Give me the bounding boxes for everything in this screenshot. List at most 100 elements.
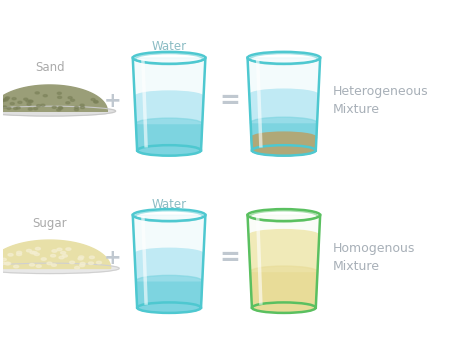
Polygon shape <box>136 124 202 151</box>
Ellipse shape <box>52 250 57 252</box>
Ellipse shape <box>58 106 62 109</box>
Ellipse shape <box>16 107 20 109</box>
Ellipse shape <box>70 261 74 264</box>
Ellipse shape <box>249 89 319 100</box>
Ellipse shape <box>17 253 22 256</box>
Polygon shape <box>136 281 202 308</box>
Ellipse shape <box>4 99 8 101</box>
Polygon shape <box>0 240 111 268</box>
Ellipse shape <box>68 97 72 99</box>
Ellipse shape <box>74 267 80 269</box>
Ellipse shape <box>252 302 316 313</box>
Ellipse shape <box>135 248 203 260</box>
Ellipse shape <box>66 248 71 250</box>
Text: Sugar: Sugar <box>32 217 67 230</box>
Text: Homogenous
Mixture: Homogenous Mixture <box>333 242 415 273</box>
Ellipse shape <box>2 106 7 108</box>
Ellipse shape <box>81 106 84 109</box>
Ellipse shape <box>251 132 317 143</box>
Ellipse shape <box>10 103 14 105</box>
Ellipse shape <box>35 92 39 94</box>
Ellipse shape <box>41 258 46 260</box>
Text: =: = <box>219 89 240 113</box>
Ellipse shape <box>30 251 35 254</box>
Polygon shape <box>251 137 317 151</box>
Ellipse shape <box>34 253 39 256</box>
Polygon shape <box>248 235 319 272</box>
Polygon shape <box>249 95 319 122</box>
Text: +: + <box>104 91 122 111</box>
Ellipse shape <box>0 261 2 263</box>
Ellipse shape <box>51 264 56 266</box>
Ellipse shape <box>34 108 37 110</box>
Ellipse shape <box>18 101 22 103</box>
Ellipse shape <box>8 253 13 256</box>
Polygon shape <box>133 58 205 151</box>
Ellipse shape <box>12 98 16 100</box>
Polygon shape <box>0 85 107 111</box>
Ellipse shape <box>26 100 30 102</box>
Text: Heterogeneous
Mixture: Heterogeneous Mixture <box>333 85 428 116</box>
Ellipse shape <box>6 262 11 265</box>
Ellipse shape <box>91 98 95 100</box>
Text: =: = <box>219 246 240 270</box>
Ellipse shape <box>51 255 55 257</box>
Ellipse shape <box>71 99 74 101</box>
Polygon shape <box>250 272 318 308</box>
Ellipse shape <box>252 145 316 155</box>
Ellipse shape <box>5 262 9 265</box>
Ellipse shape <box>251 117 317 128</box>
Ellipse shape <box>135 91 203 102</box>
Ellipse shape <box>43 95 47 97</box>
Ellipse shape <box>28 108 32 110</box>
Ellipse shape <box>80 104 84 106</box>
Text: +: + <box>104 248 122 268</box>
Ellipse shape <box>47 262 52 264</box>
Ellipse shape <box>57 248 62 251</box>
Ellipse shape <box>0 263 119 274</box>
Ellipse shape <box>36 265 41 267</box>
Ellipse shape <box>57 96 62 98</box>
Ellipse shape <box>36 247 40 250</box>
Ellipse shape <box>0 102 3 104</box>
Ellipse shape <box>1 258 6 261</box>
Ellipse shape <box>5 98 9 100</box>
Ellipse shape <box>57 92 61 94</box>
Ellipse shape <box>78 257 83 260</box>
Ellipse shape <box>61 252 66 254</box>
Polygon shape <box>135 97 203 124</box>
Polygon shape <box>247 58 320 151</box>
Ellipse shape <box>14 265 18 268</box>
Ellipse shape <box>136 118 202 129</box>
Ellipse shape <box>96 261 101 264</box>
Text: Water: Water <box>152 198 187 211</box>
Ellipse shape <box>24 98 28 100</box>
Polygon shape <box>251 122 317 151</box>
Ellipse shape <box>248 230 319 241</box>
Ellipse shape <box>0 99 4 101</box>
Ellipse shape <box>0 106 116 116</box>
Ellipse shape <box>7 107 11 109</box>
Ellipse shape <box>0 262 6 264</box>
Ellipse shape <box>17 251 22 254</box>
Ellipse shape <box>89 262 93 264</box>
Ellipse shape <box>90 256 94 258</box>
Ellipse shape <box>80 262 85 265</box>
Text: Water: Water <box>152 40 187 54</box>
Ellipse shape <box>36 105 41 107</box>
Polygon shape <box>133 215 205 308</box>
Ellipse shape <box>32 251 37 254</box>
Ellipse shape <box>59 256 64 259</box>
Ellipse shape <box>137 302 201 313</box>
Ellipse shape <box>29 100 33 102</box>
Ellipse shape <box>59 107 63 109</box>
Ellipse shape <box>94 101 98 103</box>
Polygon shape <box>135 254 203 281</box>
Ellipse shape <box>14 107 18 110</box>
Ellipse shape <box>250 266 318 277</box>
Ellipse shape <box>1 99 6 102</box>
Ellipse shape <box>62 255 67 257</box>
Text: Sand: Sand <box>35 61 64 75</box>
Ellipse shape <box>6 97 9 99</box>
Ellipse shape <box>52 106 56 108</box>
